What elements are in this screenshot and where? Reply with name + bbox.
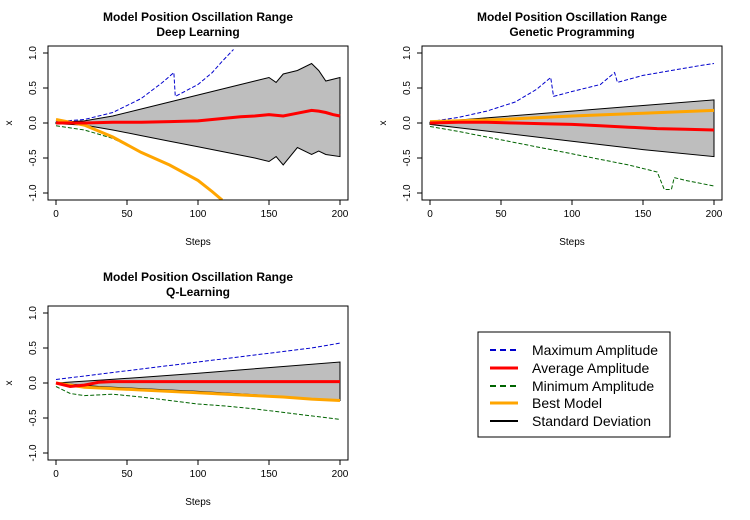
chart-title: Model Position Oscillation Range [103,270,293,284]
chart-subtitle: Deep Learning [156,25,239,39]
x-tick-label: 200 [332,469,349,480]
y-tick-label: 0.0 [402,116,413,130]
x-tick-label: 0 [53,469,59,480]
y-tick-label: 0.0 [28,376,39,390]
x-tick-label: 200 [706,209,723,220]
x-axis-label: Steps [185,237,211,248]
series-best-model-line [55,381,341,402]
y-tick-label: -0.5 [28,149,39,167]
x-tick-label: 0 [427,209,433,220]
chart-q-learning: Model Position Oscillation RangeQ-Learni… [4,270,349,508]
y-tick-label: -0.5 [28,409,39,427]
x-tick-label: 150 [261,469,278,480]
series-average-amplitude-line [56,108,341,125]
legend-label-minimum-amplitude: Minimum Amplitude [532,378,654,394]
y-tick-label: 0.5 [28,81,39,95]
plot-area [429,63,715,190]
x-tick-label: 50 [121,469,133,480]
y-tick-label: 0.5 [402,81,413,95]
legend-label-standard-deviation: Standard Deviation [532,413,651,429]
series-best-model-line [55,118,224,200]
y-tick-label: 1.0 [28,46,39,60]
series-minimum-amplitude-line [429,126,715,190]
chart-title: Model Position Oscillation Range [103,10,293,24]
x-tick-label: 50 [495,209,507,220]
y-tick-label: 1.0 [28,306,39,320]
y-tick-label: 0.5 [28,341,39,355]
y-tick-label: -1.0 [28,184,39,202]
chart-subtitle: Q-Learning [166,285,230,299]
y-tick-label: 0.0 [28,116,39,130]
y-tick-label: -0.5 [402,149,413,167]
y-axis-label: x [4,381,15,386]
legend-label-best-model: Best Model [532,395,602,411]
y-tick-label: 1.0 [402,46,413,60]
y-tick-label: -1.0 [402,184,413,202]
x-tick-label: 50 [121,209,133,220]
series-minimum-amplitude-line [55,386,341,420]
series-maximum-amplitude-line [429,63,715,123]
series-standard-deviation-band [55,62,341,166]
legend-item-best-model: Best Model [490,395,602,411]
y-axis-label: x [378,121,389,126]
x-tick-label: 0 [53,209,59,220]
legend-item-standard-deviation: Standard Deviation [490,413,651,429]
x-tick-label: 100 [564,209,581,220]
x-axis-label: Steps [559,237,585,248]
legend-item-minimum-amplitude: Minimum Amplitude [490,378,654,394]
chart-subtitle: Genetic Programming [509,25,634,39]
series-average-amplitude-line [55,380,340,389]
legend-label-average-amplitude: Average Amplitude [532,360,649,376]
legend-item-maximum-amplitude: Maximum Amplitude [490,342,658,358]
y-tick-label: -1.0 [28,444,39,462]
series-average-amplitude-line [429,120,715,132]
series-best-model-line [429,108,715,124]
chart-genetic-programming: Model Position Oscillation RangeGenetic … [378,10,723,248]
x-tick-label: 200 [332,209,349,220]
x-tick-label: 150 [261,209,278,220]
plot-area [55,49,341,200]
x-tick-label: 150 [635,209,652,220]
legend-item-average-amplitude: Average Amplitude [490,360,649,376]
chart-title: Model Position Oscillation Range [477,10,667,24]
legend-label-maximum-amplitude: Maximum Amplitude [532,342,658,358]
x-tick-label: 100 [190,469,207,480]
x-tick-label: 100 [190,209,207,220]
plot-area [55,342,341,420]
x-axis-label: Steps [185,497,211,508]
series-maximum-amplitude-line [55,49,234,123]
y-axis-label: x [4,121,15,126]
legend: Maximum Amplitude Average Amplitude Mini… [477,331,671,438]
